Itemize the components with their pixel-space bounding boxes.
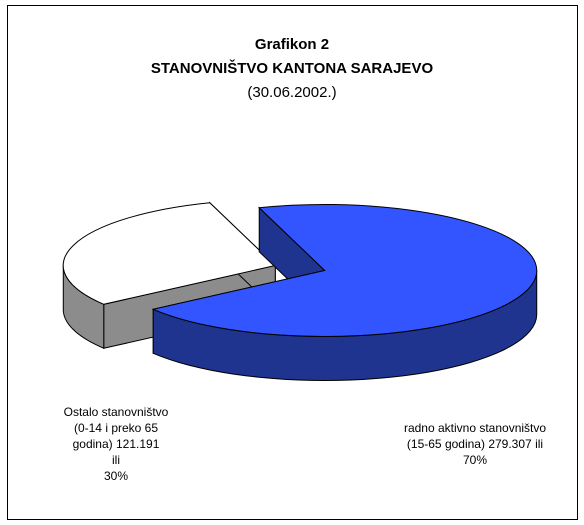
value-label: 70% <box>462 453 488 467</box>
joiner: ili <box>535 437 544 451</box>
count-label: 279.307 <box>488 437 532 451</box>
slice <box>151 204 538 337</box>
chart-subtitle: STANOVNIŠTVO KANTONA SARAJEVO <box>150 60 434 77</box>
count-label: 121.191 <box>115 437 160 451</box>
category-label: Ostalo stanovništvo (0-14 i preko 65 god… <box>63 405 169 451</box>
chart-title: Grafikon 2 <box>254 36 330 53</box>
chart-frame <box>7 5 578 520</box>
slice-label: Ostalo stanovništvo (0-14 i preko 65 god… <box>62 404 170 484</box>
category-label: radno aktivno stanovništvo (15-65 godina… <box>403 421 547 451</box>
value-label: 30% <box>103 469 129 483</box>
chart-date: (30.06.2002.) <box>247 84 337 101</box>
slice <box>62 202 277 305</box>
joiner: ili <box>112 453 120 467</box>
slice-label: radno aktivno stanovništvo (15-65 godina… <box>400 420 550 468</box>
